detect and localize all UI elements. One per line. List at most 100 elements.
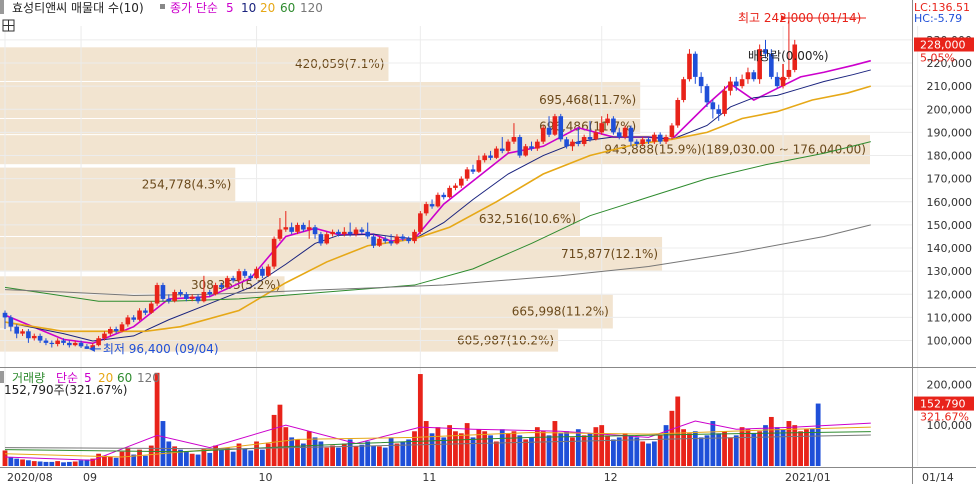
volume-bar	[295, 439, 300, 466]
volume-bar	[260, 449, 265, 466]
candle-body	[599, 123, 604, 133]
volume-bar	[581, 435, 587, 466]
candle-body	[681, 79, 686, 101]
volume-bar	[792, 425, 798, 466]
candle-body	[371, 236, 376, 246]
volume-bar	[406, 439, 412, 466]
candle-body	[154, 285, 160, 304]
candle-body	[535, 141, 540, 149]
volume-bar	[681, 429, 686, 466]
time-tick-label: 11	[422, 471, 436, 484]
candle-body	[37, 335, 43, 341]
volume-bar	[131, 454, 137, 466]
candle-body	[698, 76, 704, 87]
candle-body	[213, 285, 218, 295]
candle-body	[301, 224, 306, 230]
volume-bar	[330, 445, 335, 466]
ma-legend-20: 20	[260, 1, 275, 15]
candle-body	[236, 271, 242, 281]
volume-bar	[464, 423, 470, 466]
price-tick-label: 200,000	[927, 103, 973, 116]
volume-bar	[809, 428, 815, 466]
volume-bar	[341, 443, 347, 466]
volume-bar	[651, 441, 657, 466]
candle-body	[160, 285, 166, 299]
candle-body	[523, 146, 528, 156]
candle-body	[26, 331, 31, 339]
volume-bar	[306, 431, 312, 466]
volume-ma-120: 120	[137, 371, 160, 385]
ma-legend-120: 120	[300, 1, 323, 15]
volume-bar	[646, 443, 651, 466]
candle-body	[488, 155, 493, 158]
high-arrow-head	[780, 15, 787, 21]
hc-indicator: HC:-5.79	[914, 12, 962, 25]
volume-bar	[429, 433, 435, 466]
volume-bar	[453, 431, 458, 466]
volume-bar	[417, 374, 423, 466]
volume-bar	[611, 439, 616, 466]
volume-bar	[382, 447, 388, 466]
volume-bar	[534, 427, 540, 466]
candle-body	[564, 139, 569, 147]
candle-body	[277, 229, 283, 239]
volume-bar	[388, 437, 394, 466]
candle-body	[78, 342, 84, 347]
candle-body	[570, 141, 575, 147]
candle-body	[482, 155, 487, 161]
candle-body	[271, 238, 277, 267]
candle-body	[792, 44, 798, 70]
volume-bar	[634, 437, 640, 466]
volume-bar	[84, 459, 90, 466]
candle-body	[31, 335, 37, 339]
volume-ma-line-20	[4, 426, 871, 458]
candle-body	[365, 231, 370, 237]
volume-profile-bar	[0, 135, 870, 165]
candle-body	[628, 127, 634, 142]
volume-bar	[476, 429, 482, 466]
volume-bar	[107, 457, 113, 466]
candle-body	[306, 227, 312, 230]
candle-body	[763, 49, 768, 54]
header-layer: 효성티앤씨 매물대 수(10) 종가 단순 5 10 20 60 120 LC:…	[0, 0, 970, 397]
candle-body	[143, 310, 148, 313]
volume-bar	[616, 437, 622, 466]
candle-body	[704, 86, 710, 103]
low-price-annotation: 최저 96,400 (09/04)	[103, 342, 219, 356]
volume-bar	[277, 404, 283, 466]
volume-bar	[300, 443, 306, 466]
annotation-layer: 최고 242,000 (01/14)최저 96,400 (09/04)배당락(0…	[88, 11, 974, 424]
candle-body	[20, 331, 25, 334]
ma-line-20	[4, 85, 872, 333]
volume-bar	[505, 433, 511, 466]
volume-bar	[628, 435, 634, 466]
candle-body	[166, 298, 172, 302]
candle-body	[611, 118, 616, 133]
volume-bar	[564, 431, 569, 466]
candle-body	[195, 296, 201, 302]
volume-bar	[14, 458, 20, 466]
volume-bar	[774, 427, 780, 466]
current-price-label: 228,000	[920, 39, 966, 52]
ma-line-120	[4, 224, 871, 296]
candle-body	[377, 238, 382, 246]
candle-body	[178, 291, 183, 295]
volume-bar	[2, 450, 8, 466]
candle-body	[587, 137, 593, 140]
candle-body	[786, 69, 792, 77]
volume-bar	[733, 435, 739, 466]
candle-body	[757, 49, 762, 80]
candle-body	[102, 333, 107, 339]
volume-bar	[523, 439, 529, 466]
candle-body	[400, 236, 406, 239]
candle-body	[265, 266, 271, 276]
candle-body	[388, 241, 394, 244]
volume-bar	[546, 435, 552, 466]
volume-bar	[669, 410, 675, 466]
volume-profile-label: 695,468(11.7%)	[539, 93, 636, 107]
ma-legend-label: 종가 단순	[170, 1, 218, 15]
candle-body	[774, 76, 780, 87]
volume-bar	[400, 441, 406, 466]
price-tick-label: 210,000	[927, 80, 973, 93]
